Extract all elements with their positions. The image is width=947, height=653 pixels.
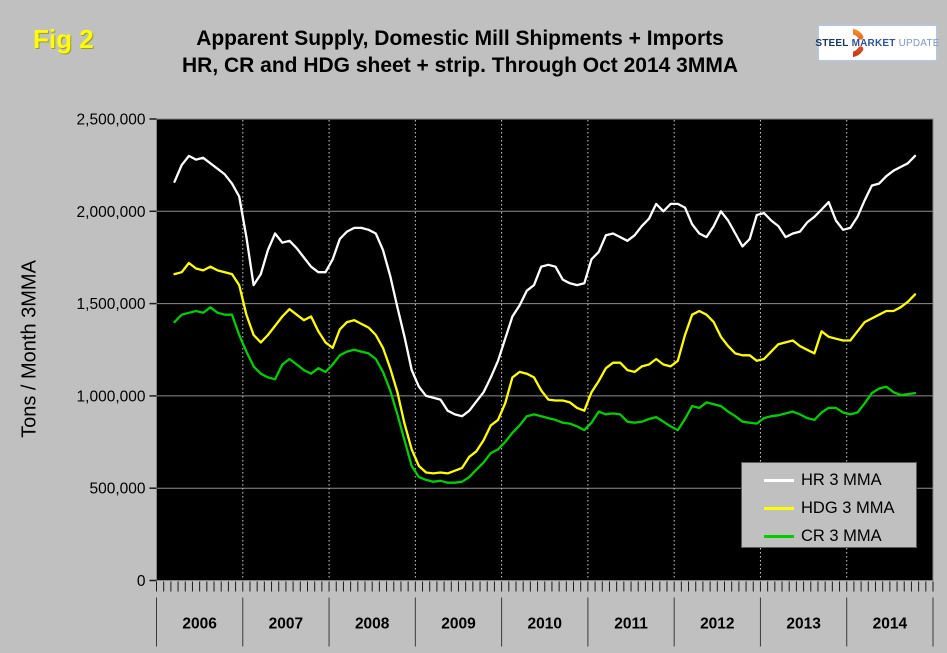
cr-line-swatch [764, 534, 794, 538]
legend-label-cr: CR 3 MMA [801, 526, 882, 545]
legend-label-hr: HR 3 MMA [801, 470, 882, 489]
legend-label-hdg: HDG 3 MMA [801, 498, 895, 517]
y-tick-label: 2,000,000 [77, 204, 146, 221]
legend-item-cr: CR 3 MMA [742, 522, 916, 550]
x-year-label: 2009 [441, 616, 476, 633]
x-year-label: 2010 [528, 616, 562, 633]
series-line-hdg-3-mma [173, 261, 917, 475]
y-tick-label: 500,000 [89, 481, 145, 498]
legend: HR 3 MMA HDG 3 MMA CR 3 MMA [741, 462, 917, 548]
logo-crescent-icon [853, 28, 864, 58]
series-line-cr-3-mma [173, 306, 917, 484]
figure-label: Fig 2 [33, 24, 94, 54]
hdg-line-swatch [764, 506, 794, 510]
logo-word-market: MARKET [851, 37, 896, 49]
y-tick-label: 1,000,000 [77, 388, 146, 405]
steel-market-update-logo: STEEL MARKET UPDATE [815, 24, 939, 62]
logo-word-steel: STEEL [815, 37, 849, 49]
chart-title: Apparent Supply, Domestic Mill Shipments… [110, 25, 810, 79]
series-line-hr-3-mma [173, 154, 917, 418]
x-year-label: 2006 [182, 616, 217, 633]
chart-title-line1: Apparent Supply, Domestic Mill Shipments… [196, 27, 724, 50]
legend-item-hr: HR 3 MMA [742, 466, 916, 494]
logo-text: STEEL MARKET UPDATE [815, 26, 939, 60]
x-year-label: 2011 [614, 616, 648, 633]
y-tick-label: 2,500,000 [77, 112, 146, 129]
legend-item-hdg: HDG 3 MMA [742, 494, 916, 522]
logo-word-update: UPDATE [898, 37, 940, 49]
x-year-label: 2014 [873, 616, 908, 633]
hr-line-swatch [764, 478, 794, 482]
x-year-label: 2013 [786, 616, 821, 633]
x-year-label: 2012 [700, 616, 734, 633]
x-year-label: 2007 [269, 616, 303, 633]
x-year-label: 2008 [355, 616, 390, 633]
chart-title-line2: HR, CR and HDG sheet + strip. Through Oc… [182, 54, 738, 77]
y-tick-label: 0 [137, 573, 146, 590]
y-tick-label: 1,500,000 [77, 296, 146, 313]
